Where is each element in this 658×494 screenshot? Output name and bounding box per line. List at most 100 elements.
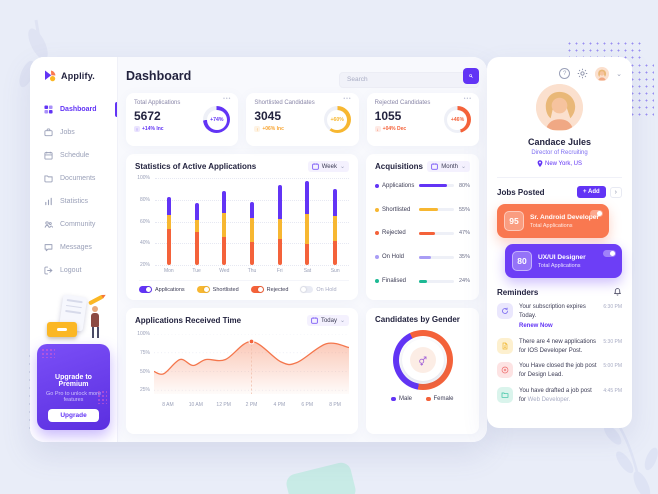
trend-icon: ↑ bbox=[134, 126, 140, 132]
sidebar-item-logout[interactable]: Logout bbox=[30, 259, 117, 282]
sidebar-item-documents[interactable]: Documents bbox=[30, 167, 117, 190]
dots-decoration-top-right bbox=[566, 40, 642, 60]
series-percent: 35% bbox=[458, 254, 470, 261]
calendar-icon bbox=[44, 151, 53, 160]
search-input[interactable] bbox=[339, 71, 479, 88]
avatar[interactable] bbox=[595, 66, 610, 81]
search-icon bbox=[469, 74, 473, 78]
reminder-text: You have drafted a job post for Web Deve… bbox=[519, 387, 592, 403]
job-toggle[interactable] bbox=[603, 250, 616, 257]
acquisition-row-shortlisted: Shortlisted 55% bbox=[375, 207, 470, 213]
series-label: Rejected bbox=[382, 230, 406, 237]
sidebar-item-jobs[interactable]: Jobs bbox=[30, 121, 117, 144]
reminder-time: 4:45 PM bbox=[603, 387, 622, 394]
add-job-button[interactable]: + Add bbox=[577, 186, 606, 198]
sidebar-item-label: Logout bbox=[60, 267, 82, 274]
today-dropdown[interactable]: Today ⌄ bbox=[306, 315, 349, 326]
jobs-next-button[interactable]: › bbox=[609, 186, 622, 198]
progress-track bbox=[419, 231, 454, 235]
search-button[interactable] bbox=[463, 68, 479, 84]
card-menu-icon[interactable]: ••• bbox=[463, 96, 472, 102]
job-toggle[interactable] bbox=[590, 210, 603, 217]
sidebar-item-label: Schedule bbox=[60, 152, 90, 159]
help-icon[interactable]: ? bbox=[559, 68, 571, 79]
progress-ring: +74% bbox=[203, 106, 231, 133]
upgrade-button[interactable]: Upgrade bbox=[48, 409, 99, 422]
legend-toggle-rejected[interactable]: Rejected bbox=[250, 286, 288, 293]
card-menu-icon[interactable]: ••• bbox=[223, 96, 232, 102]
chat-icon bbox=[44, 244, 53, 252]
series-label: Shortlisted bbox=[382, 206, 411, 213]
acquisition-row-finalised: Finalised 24% bbox=[375, 278, 470, 284]
series-dot bbox=[426, 396, 431, 402]
gear-icon[interactable] bbox=[577, 68, 588, 79]
gender-legend: Male Female bbox=[375, 396, 470, 402]
close-circle-icon bbox=[497, 362, 513, 379]
sidebar-item-community[interactable]: Community bbox=[30, 213, 117, 236]
legend-toggle-on-hold[interactable]: On Hold bbox=[300, 286, 337, 293]
x-axis-labels: 8 AM 10 AM 12 PM 2 PM 4 PM 6 PM 8 PM bbox=[162, 402, 341, 408]
series-label: Applications bbox=[382, 182, 415, 189]
acquisition-row-on-hold: On Hold 35% bbox=[375, 254, 470, 260]
profile-location: New York, US bbox=[497, 160, 622, 168]
sidebar-item-statistics[interactable]: Statistics bbox=[30, 190, 117, 213]
app-window: Applify. Dashboard Jobs Schedule bbox=[30, 57, 632, 442]
series-percent: 55% bbox=[458, 206, 470, 213]
reminder-item: You have drafted a job post for Web Deve… bbox=[497, 386, 622, 404]
page-title: Dashboard bbox=[126, 69, 192, 83]
chevron-down-icon[interactable]: ⌄ bbox=[616, 70, 622, 78]
progress-track bbox=[419, 255, 454, 259]
series-dot bbox=[375, 231, 379, 236]
sidebar-item-schedule[interactable]: Schedule bbox=[30, 144, 117, 167]
chart-title: Acquisitions bbox=[375, 162, 424, 171]
main-content: Dashboard ••• Total Applications 5672 ↑+… bbox=[118, 57, 487, 442]
card-menu-icon[interactable]: ••• bbox=[343, 96, 352, 102]
legend-toggle-shortlisted[interactable]: Shortlisted bbox=[196, 286, 239, 293]
chart-title: Applications Received Time bbox=[135, 316, 242, 325]
chart-title: Statistics of Active Applications bbox=[135, 162, 257, 171]
calendar-icon bbox=[311, 317, 318, 324]
stat-delta: ↑ +06% Inc bbox=[254, 126, 284, 132]
main-header: Dashboard bbox=[126, 65, 479, 88]
chart-title: Candidates by Gender bbox=[375, 315, 460, 324]
reminder-text: You Have closed the job post for Design … bbox=[519, 363, 597, 379]
job-count: 95 bbox=[504, 211, 524, 231]
upgrade-subtitle: Go Pro to unlock more features bbox=[45, 391, 102, 403]
trend-icon: ↑ bbox=[254, 126, 261, 132]
stat-label: Shortlisted Candidates bbox=[254, 100, 315, 106]
stat-delta: ↓ +04% Dec bbox=[374, 126, 407, 132]
sidebar-item-label: Messages bbox=[60, 244, 92, 251]
job-card-sr-android-developer[interactable]: 95 Sr. Android Developer Total Applicati… bbox=[497, 204, 609, 238]
statistics-chart-card: Statistics of Active Applications Week ⌄ … bbox=[126, 154, 358, 300]
month-dropdown[interactable]: Month ⌄ bbox=[427, 161, 470, 172]
progress-ring: +60% bbox=[323, 106, 351, 133]
job-title: UX/UI Designer bbox=[538, 253, 586, 261]
series-label: Finalised bbox=[382, 278, 407, 285]
sidebar-nav: Dashboard Jobs Schedule Documents bbox=[30, 98, 117, 282]
job-title: Sr. Android Developer bbox=[530, 213, 600, 221]
x-axis-labels: Mon Tue Wed Thu Fri Sat Sun bbox=[163, 268, 340, 274]
gridline bbox=[155, 199, 349, 201]
renew-now-link[interactable]: Renew Now bbox=[519, 323, 553, 330]
job-count: 80 bbox=[512, 251, 532, 271]
sidebar-item-dashboard[interactable]: Dashboard bbox=[30, 98, 117, 121]
bar-mon bbox=[155, 178, 183, 265]
progress-track bbox=[419, 184, 454, 188]
y-axis-labels: 100% 80% 60% 40% 20% bbox=[137, 175, 150, 268]
progress-ring: +46% bbox=[443, 106, 471, 133]
week-dropdown[interactable]: Week ⌄ bbox=[307, 161, 349, 172]
stat-card-total-applications: ••• Total Applications 5672 ↑ +14% Inc +7… bbox=[126, 93, 239, 146]
bell-icon[interactable] bbox=[613, 287, 622, 297]
y-axis-labels: 100% 75% 50% 25% bbox=[137, 331, 150, 394]
series-dot bbox=[375, 207, 379, 212]
sidebar: Applify. Dashboard Jobs Schedule bbox=[30, 57, 118, 442]
bar-tue bbox=[183, 178, 211, 265]
chevron-down-icon: ⌄ bbox=[339, 163, 345, 170]
laptop-illustration bbox=[47, 322, 77, 337]
legend-toggle-applications[interactable]: Applications bbox=[139, 286, 185, 293]
job-card-ux-ui-designer[interactable]: 80 UX/UI Designer Total Applications bbox=[505, 244, 622, 278]
stat-cards-row: ••• Total Applications 5672 ↑ +14% Inc +7… bbox=[126, 93, 479, 146]
sidebar-item-messages[interactable]: Messages bbox=[30, 236, 117, 259]
chevron-down-icon: ⌄ bbox=[460, 163, 466, 170]
series-dot bbox=[391, 396, 396, 402]
